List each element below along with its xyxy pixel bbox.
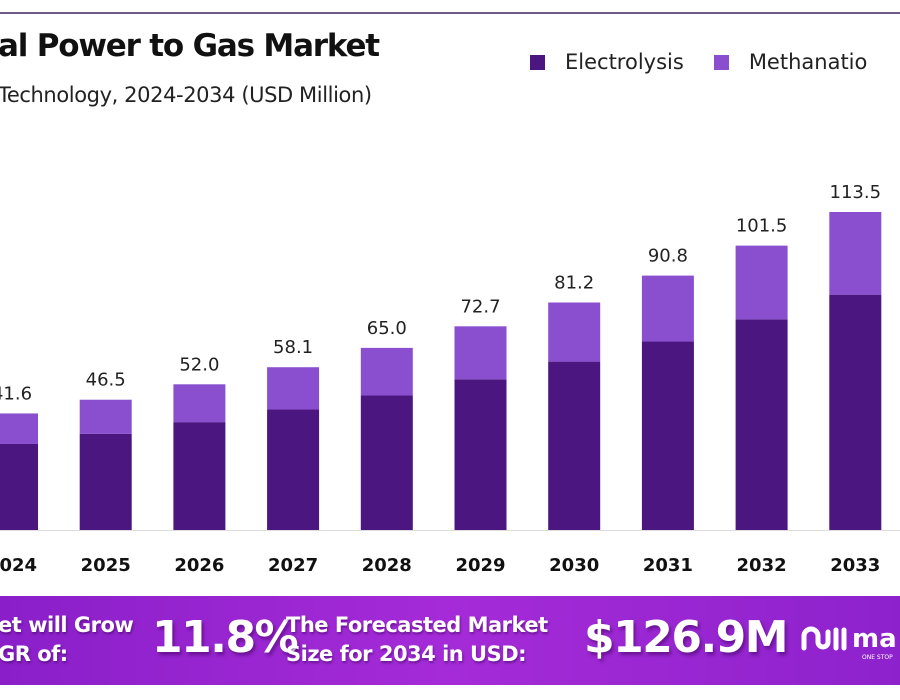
logo-mark-icon [801, 626, 847, 651]
forecast-value: $126.9M [584, 612, 789, 663]
data-label-2030: 81.2 [554, 272, 594, 293]
legend: Electrolysis Methanatio [530, 50, 897, 74]
legend-label: Methanatio [748, 50, 868, 74]
bar-methanation-2029 [454, 326, 507, 380]
bar-electrolysis-2027 [267, 409, 320, 530]
x-tick-label: 2025 [81, 555, 131, 576]
cagr-label-line1: et will Grow [0, 613, 134, 637]
cagr-value: 11.8% [152, 612, 299, 663]
x-tick-label: 2029 [455, 555, 505, 576]
data-label-2032: 101.5 [736, 216, 788, 237]
x-tick-label: 2026 [174, 555, 224, 576]
data-label-2033: 113.5 [830, 182, 882, 203]
bar-methanation-2028 [360, 347, 413, 396]
x-tick-label: 2027 [268, 555, 318, 576]
legend-item-methanation: Methanatio [713, 50, 868, 74]
bar-methanation-2033 [829, 212, 882, 295]
bar-methanation-2027 [267, 367, 320, 410]
summary-banner: et will Grow GR of: 11.8% The Forecasted… [0, 596, 900, 685]
chart-title: al Power to Gas Market [0, 28, 380, 64]
data-label-2024: 41.6 [0, 383, 32, 404]
forecast-label-line2: Size for 2034 in USD: [286, 642, 527, 666]
bar-electrolysis-2028 [360, 395, 413, 530]
bar-electrolysis-2032 [735, 319, 788, 530]
bar-methanation-2026 [173, 384, 226, 423]
legend-item-electrolysis: Electrolysis [530, 50, 684, 74]
x-tick-label: 2031 [643, 555, 693, 576]
bar-methanation-2031 [641, 275, 694, 342]
x-tick-label: 2024 [0, 555, 37, 576]
data-label-2029: 72.7 [460, 296, 500, 317]
legend-label: Electrolysis [565, 50, 684, 74]
bar-electrolysis-2033 [829, 294, 882, 530]
legend-swatch-methanation [713, 54, 729, 70]
bar-electrolysis-2025 [79, 433, 132, 530]
cagr-label: et will Grow GR of: [0, 611, 134, 669]
bar-electrolysis-2030 [548, 361, 601, 530]
x-tick-label: 2032 [737, 555, 787, 576]
stacked-bar-chart: 41.6 2024 46.5 2025 52.0 2026 58.1 2027 65.0 2028… [0, 182, 900, 576]
logo-text: ma [852, 624, 897, 654]
bar-methanation-2032 [735, 245, 788, 320]
brand-logo: ma ONE STOP [800, 622, 897, 661]
top-divider [0, 12, 900, 14]
x-tick-label: 2030 [549, 555, 599, 576]
legend-swatch-electrolysis [530, 54, 545, 70]
chart-subtitle: Technology, 2024-2034 (USD Million) [0, 83, 372, 107]
bar-electrolysis-2024 [0, 443, 38, 530]
data-label-2025: 46.5 [86, 370, 126, 391]
logo-tagline: ONE STOP [862, 654, 893, 661]
data-label-2027: 58.1 [273, 337, 313, 358]
x-tick-label: 2033 [830, 555, 880, 576]
data-label-2028: 65.0 [367, 318, 407, 339]
forecast-label: The Forecasted Market Size for 2034 in U… [286, 611, 548, 669]
bar-methanation-2024 [0, 413, 38, 444]
forecast-label-line1: The Forecasted Market [286, 613, 548, 637]
cagr-label-line2: GR of: [0, 642, 68, 666]
bar-methanation-2030 [548, 302, 601, 362]
x-tick-label: 2028 [362, 555, 412, 576]
bar-methanation-2025 [79, 399, 132, 434]
bar-electrolysis-2026 [173, 422, 226, 530]
bar-electrolysis-2031 [641, 341, 694, 530]
data-label-2031: 90.8 [648, 246, 688, 267]
data-label-2026: 52.0 [179, 354, 219, 375]
bar-electrolysis-2029 [454, 379, 507, 530]
